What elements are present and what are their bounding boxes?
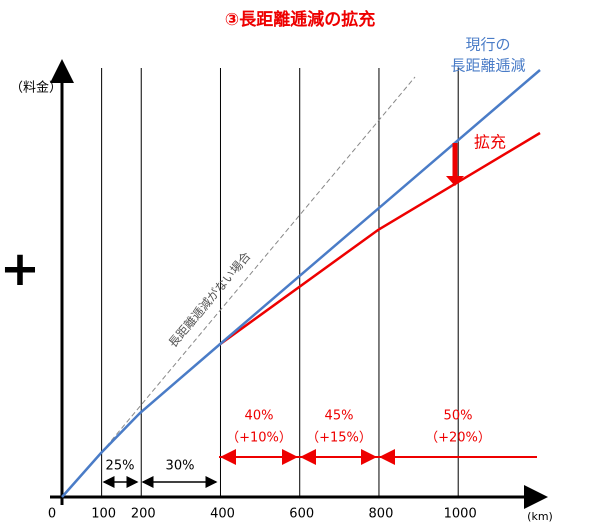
x-tick-label: 800 [369,507,394,522]
expanded-line [218,131,541,347]
current-label: 現行の [465,36,510,54]
x-tick-label: 100 [91,507,116,522]
band-rate: 30% [166,459,195,474]
y-axis-label: （料金） [10,80,62,96]
current-label: 長距離逓減 [450,57,525,75]
x-tick-label: 200 [131,507,156,522]
expansion-label: 拡充 [474,133,506,152]
band-rate: 25% [106,459,135,474]
current-line [61,69,541,498]
band-rate: 40% [245,409,274,424]
band-rate: 45% [325,409,354,424]
expansion-arrowhead [446,176,464,186]
x-tick-label: 400 [210,507,235,522]
no-taper-label: 長距離逓減がない場合 [165,249,254,351]
band-rate: 50% [444,409,473,424]
band-increase: （+20%） [425,431,491,446]
x-tick-label: 600 [289,507,314,522]
title: ③長距離逓減の拡充 [225,9,375,30]
plus-sign: + [0,241,40,297]
band-increase: （+15%） [306,431,372,446]
no-taper-line [100,76,416,454]
x-unit: (km) [527,510,553,523]
band-increase: （+10%） [226,431,292,446]
x-tick-label: 0 [48,507,56,522]
x-tick-label: 1000 [444,507,477,522]
